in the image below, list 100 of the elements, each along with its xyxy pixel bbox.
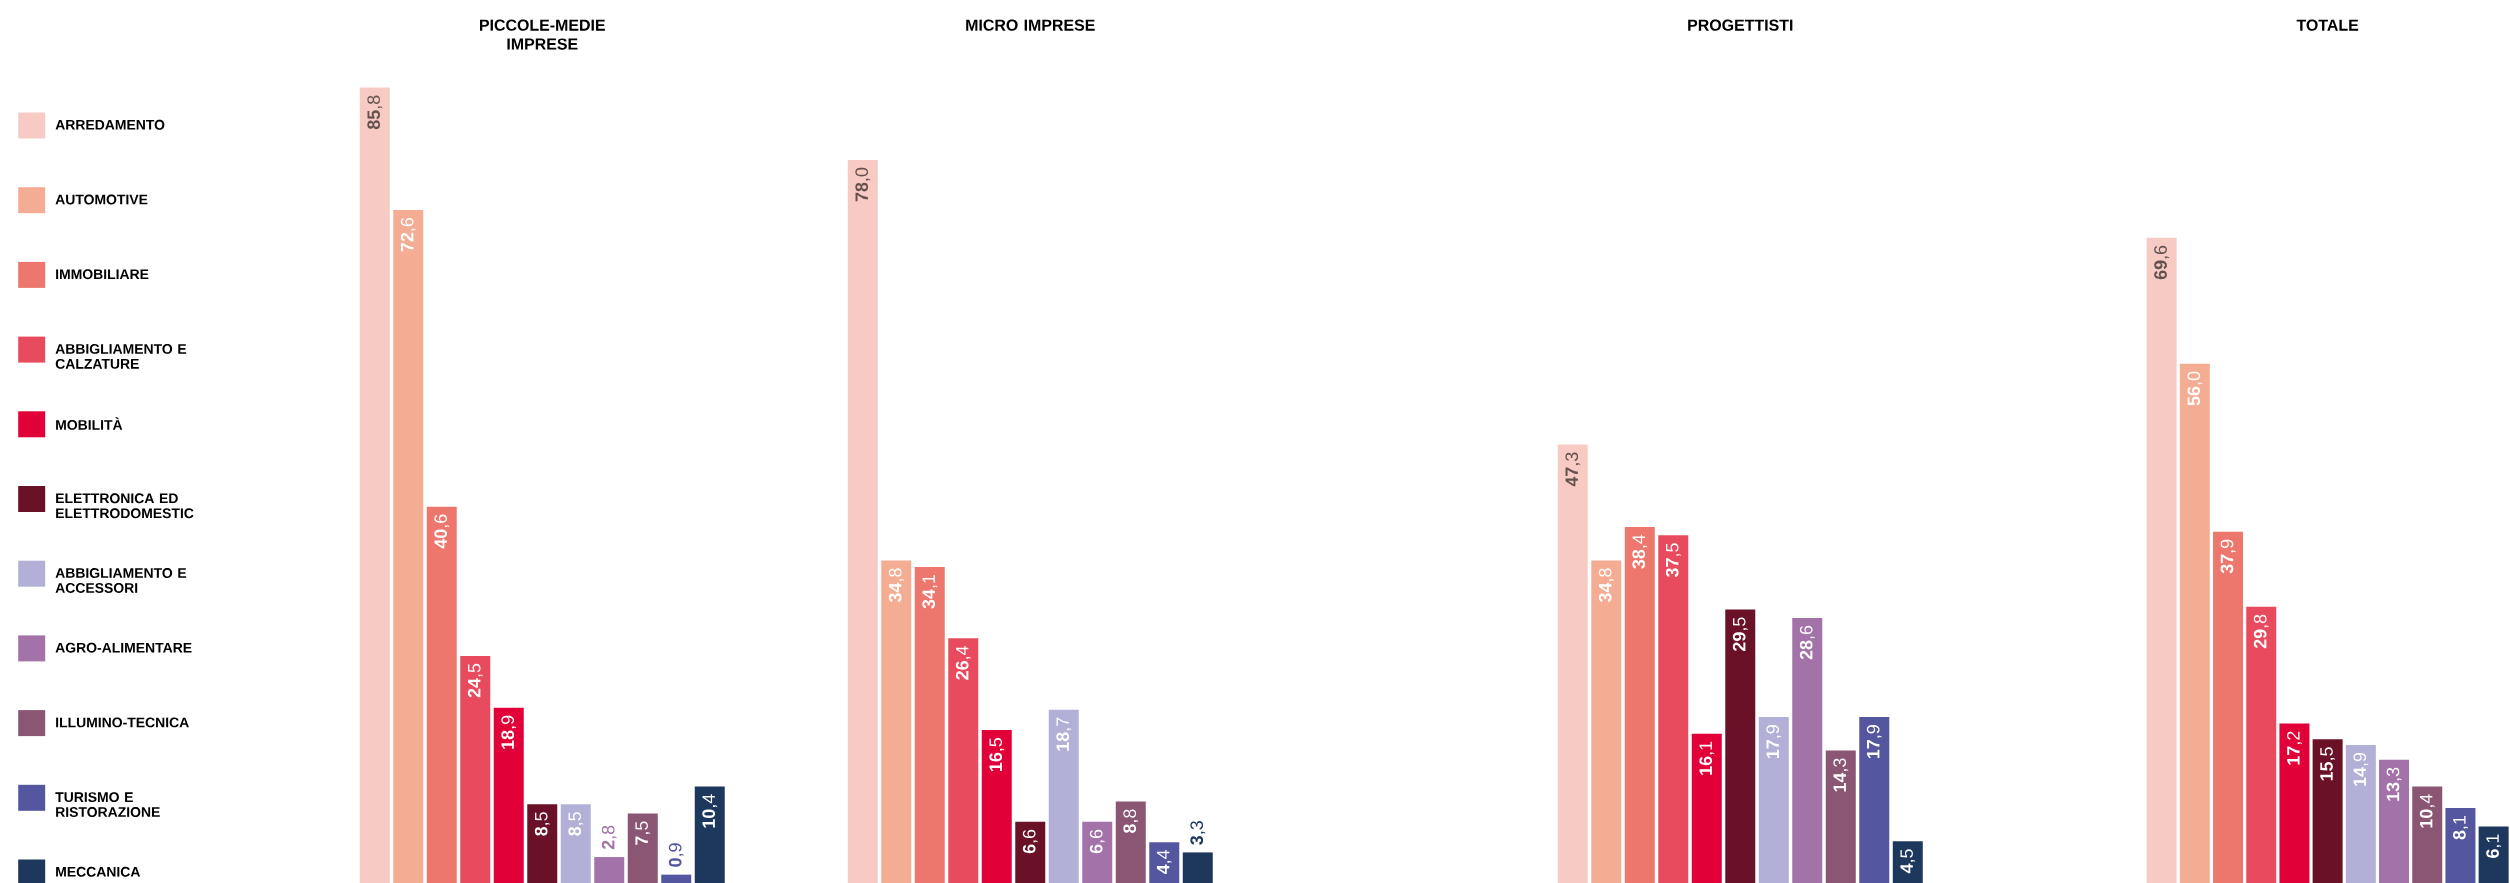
data-label: 10,4: [2419, 794, 2435, 828]
legend-label: ABBIGLIAMENTO E ACCESSORI: [55, 568, 187, 593]
bar: [1792, 617, 1823, 883]
legend-label: AGRO-ALIMENTARE: [55, 642, 192, 653]
data-label: 16,5: [989, 737, 1005, 772]
data-label: 69,6: [2154, 245, 2170, 280]
data-label: 34,1: [922, 574, 938, 609]
data-label: 8,5: [568, 812, 584, 836]
bar: [2179, 363, 2210, 883]
data-label: 37,5: [1665, 543, 1681, 578]
bar: [359, 87, 390, 883]
bar: [1082, 821, 1113, 883]
legend-label: MECCANICA: [56, 866, 141, 877]
data-label: 3,3: [1190, 821, 1206, 845]
bar: [1658, 535, 1689, 883]
bar: [2345, 744, 2376, 883]
data-label: 4,5: [1900, 849, 1916, 874]
bar: [1048, 709, 1079, 883]
data-label: 85,8: [367, 95, 383, 130]
data-label: 40,6: [434, 514, 450, 549]
data-label: 34,8: [1598, 568, 1614, 603]
bar: [1591, 560, 1622, 883]
chart-title: PROGETTISTI: [1688, 19, 1793, 31]
bar: [1859, 717, 1890, 883]
bar: [1015, 821, 1046, 883]
data-label: 29,8: [2253, 614, 2269, 649]
data-label: 17,9: [1766, 725, 1782, 759]
bar: [914, 566, 945, 883]
bar: [694, 786, 725, 883]
legend-label: AUTOMOTIVE: [55, 194, 148, 205]
data-label: 8,5: [534, 812, 550, 836]
data-label: 34,8: [888, 568, 904, 603]
data-label: 18,9: [501, 715, 517, 749]
data-label: 16,1: [1699, 741, 1715, 775]
data-label: 24,5: [467, 663, 483, 698]
data-label: 14,3: [1833, 758, 1849, 792]
legend-label: ELETTRONICA ED ELETTRODOMESTIC: [56, 493, 194, 519]
bar: [1115, 801, 1146, 883]
bar: [1624, 527, 1655, 883]
data-label: 18,7: [1056, 717, 1072, 751]
bar: [2146, 237, 2177, 883]
bar: [2213, 531, 2244, 883]
data-label: 38,4: [1632, 534, 1648, 569]
bar: [1825, 750, 1856, 883]
data-label: 26,4: [955, 645, 971, 680]
data-label: 15,5: [2320, 747, 2335, 781]
legend-label: ILLUMINO-TECNICA: [56, 717, 189, 728]
data-label: 6,1: [2486, 834, 2502, 858]
data-label: 17,9: [1866, 725, 1882, 759]
data-label: 4,4: [1156, 849, 1172, 875]
data-label: 56,0: [2187, 371, 2203, 406]
bar: [948, 638, 979, 883]
bar: [1149, 842, 1180, 883]
bar: [527, 804, 558, 883]
data-label: 2,8: [601, 825, 617, 850]
bar: [1758, 717, 1789, 883]
legend-label: IMMOBILIARE: [56, 269, 149, 280]
bar: [1725, 609, 1756, 883]
bar: [2279, 723, 2310, 883]
chart-title: TOTALE: [2296, 19, 2359, 31]
data-label: 6,6: [1089, 829, 1105, 854]
bar: [981, 730, 1012, 883]
bar: [560, 804, 591, 883]
bar: [2246, 606, 2277, 883]
data-label: 17,2: [2287, 731, 2302, 765]
chart-title: PICCOLE-MEDIE IMPRESE: [479, 19, 605, 50]
bar: [2478, 826, 2509, 883]
bar: [847, 159, 878, 883]
bar: [2445, 807, 2476, 883]
data-label: 7,5: [635, 821, 651, 845]
legend-label: ABBIGLIAMENTO E CALZATURE: [55, 343, 187, 369]
data-label: 13,3: [2386, 767, 2402, 801]
bar: [1691, 733, 1722, 883]
bar: [493, 707, 524, 883]
bar: [460, 655, 491, 883]
data-label: 8,8: [1123, 809, 1139, 833]
data-label: 14,9: [2353, 752, 2369, 786]
legend-label: TURISMO E RISTORAZIONE: [55, 792, 160, 818]
data-label: 0,9: [668, 843, 684, 867]
bar: [594, 857, 625, 883]
bar: [426, 506, 457, 883]
data-label: 10,4: [702, 794, 718, 828]
bar: [2312, 739, 2343, 883]
bar: [1182, 852, 1213, 883]
bar: [1892, 841, 1923, 883]
bar: [1557, 444, 1588, 883]
data-label: 47,3: [1565, 452, 1581, 487]
data-label: 6,6: [1022, 829, 1038, 854]
data-label: 28,6: [1799, 625, 1815, 660]
bar: [2379, 759, 2410, 883]
data-label: 8,1: [2453, 815, 2468, 840]
data-label: 78,0: [855, 167, 871, 202]
bar: [393, 209, 424, 883]
bar: [881, 560, 912, 883]
chart-title: MICRO IMPRESE: [966, 19, 1095, 31]
bar: [2412, 786, 2443, 883]
bar: [661, 874, 692, 883]
data-label: 29,5: [1732, 617, 1748, 652]
data-label: 72,6: [400, 217, 416, 252]
bar: [627, 813, 658, 883]
